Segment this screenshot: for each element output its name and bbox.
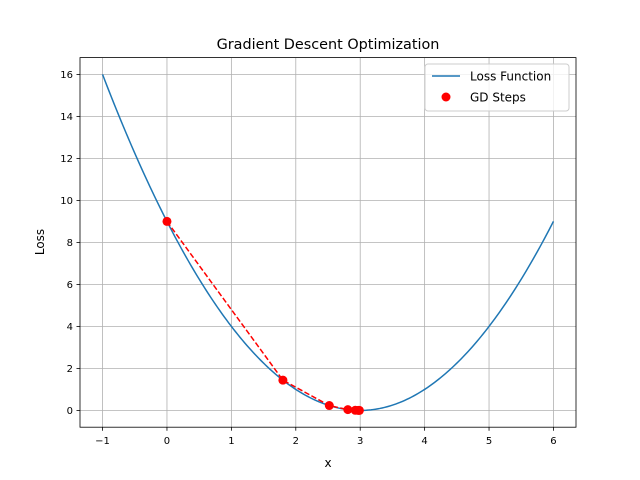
y-tick-label: 4 — [67, 322, 73, 333]
gd-step-point — [343, 405, 353, 415]
legend-point-marker — [441, 92, 451, 102]
legend-label-gd: GD Steps — [470, 91, 526, 105]
chart-title: Gradient Descent Optimization — [217, 37, 440, 53]
gd-steps-path — [166, 220, 360, 412]
x-tick-label: 6 — [550, 436, 556, 447]
legend-box — [424, 63, 570, 112]
plot-area — [101, 74, 555, 415]
legend: Loss Function GD Steps — [424, 63, 570, 112]
grid — [80, 57, 576, 428]
y-tick-label: 12 — [60, 154, 73, 165]
x-tick-label: −1 — [95, 436, 110, 447]
legend-label-loss: Loss Function — [470, 70, 551, 84]
x-tick-label: 1 — [228, 436, 234, 447]
x-tick-label: 4 — [421, 436, 427, 447]
x-tick-label: 0 — [164, 436, 170, 447]
y-tick-label: 2 — [67, 364, 73, 375]
gd-step-point — [278, 375, 288, 385]
gd-step-point — [324, 401, 334, 411]
gd-step-point — [354, 405, 364, 415]
y-tick-label: 8 — [67, 238, 73, 249]
y-tick-label: 10 — [60, 196, 73, 207]
y-tick-label: 16 — [60, 70, 73, 81]
gd-step-point — [162, 216, 172, 226]
x-axis-label: x — [324, 456, 331, 470]
y-tick-label: 0 — [67, 406, 73, 417]
y-tick-label: 6 — [67, 280, 73, 291]
x-tick-label: 5 — [486, 436, 492, 447]
x-tick-label: 3 — [357, 436, 363, 447]
y-tick-label: 14 — [60, 112, 73, 123]
x-tick-label: 2 — [293, 436, 299, 447]
y-axis-label: Loss — [33, 229, 47, 255]
